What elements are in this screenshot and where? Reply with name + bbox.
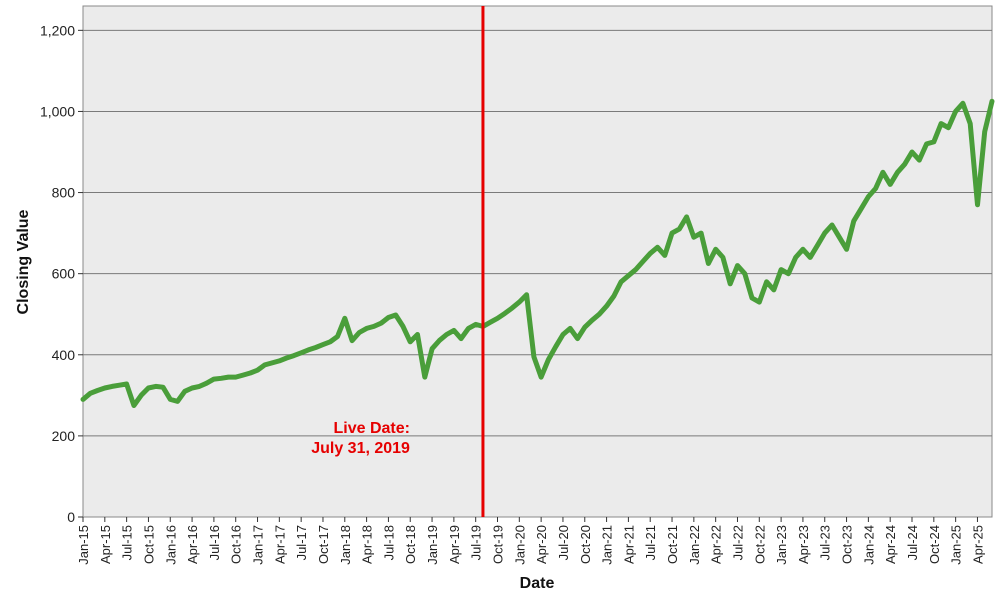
x-tick-label: Apr-17 (272, 525, 287, 564)
x-tick-label: Jan-17 (251, 525, 266, 565)
x-tick-label: Jul-21 (643, 525, 658, 560)
gridlines (83, 29, 992, 437)
plot-area-background (82, 5, 993, 518)
x-tick-label: Apr-25 (970, 525, 985, 564)
x-tick-label: Jul-22 (730, 525, 745, 560)
x-tick-label: Oct-15 (141, 525, 156, 564)
x-tick-label: Oct-21 (665, 525, 680, 564)
x-tick-label: Jan-18 (338, 525, 353, 565)
x-tick-label: Jul-16 (207, 525, 222, 560)
live-date-annotation-label: Live Date: (333, 420, 409, 437)
x-tick-label: Oct-19 (491, 525, 506, 564)
x-tick-label: Apr-15 (98, 525, 113, 564)
x-tick-label: Jul-15 (120, 525, 135, 560)
x-tick-label: Jul-23 (818, 525, 833, 560)
x-tick-label: Apr-20 (534, 525, 549, 564)
x-tick-label: Jan-25 (949, 525, 964, 565)
x-tick-label: Jul-18 (381, 525, 396, 560)
x-tick-label: Apr-18 (360, 525, 375, 564)
x-tick-label: Oct-16 (229, 525, 244, 564)
x-tick-label: Jan-20 (512, 525, 527, 565)
x-tick-label: Jan-21 (600, 525, 615, 565)
live-date-annotation-date: July 31, 2019 (311, 440, 410, 457)
x-tick-label: Jul-24 (905, 525, 920, 560)
x-tick-label: Jul-17 (294, 525, 309, 560)
x-tick-label: Oct-20 (578, 525, 593, 564)
y-tick-label: 400 (52, 347, 76, 363)
y-axis-ticks: 0 200 400 600 800 1,000 1,200 (40, 22, 83, 525)
x-tick-label: Oct-23 (840, 525, 855, 564)
y-tick-label: 600 (52, 266, 76, 282)
x-tick-label: Jan-23 (774, 525, 789, 565)
x-tick-label: Jan-24 (861, 525, 876, 565)
x-tick-label: Jan-19 (425, 525, 440, 565)
x-tick-label: Jan-22 (687, 525, 702, 565)
y-tick-label: 200 (52, 428, 76, 444)
x-tick-label: Apr-22 (709, 525, 724, 564)
x-tick-label: Jul-19 (469, 525, 484, 560)
x-tick-label: Jul-20 (556, 525, 571, 560)
y-tick-label: 800 (52, 185, 76, 201)
x-axis-title: Date (520, 575, 555, 592)
x-tick-label: Oct-22 (752, 525, 767, 564)
x-tick-label: Oct-17 (316, 525, 331, 564)
x-tick-label: Jan-15 (76, 525, 91, 565)
x-tick-label: Jan-16 (163, 525, 178, 565)
x-tick-label: Apr-16 (185, 525, 200, 564)
x-tick-label: Oct-18 (403, 525, 418, 564)
y-axis-title: Closing Value (15, 209, 32, 314)
x-tick-label: Oct-24 (927, 525, 942, 564)
series-line (80, 98, 995, 408)
y-tick-label: 0 (67, 509, 75, 525)
x-axis-ticks: Jan-15 Apr-15 Jul-15 Oct-15 Jan-16 Apr-16 Jul-… (76, 517, 985, 565)
x-tick-label: Apr-23 (796, 525, 811, 564)
x-tick-label: Apr-21 (621, 525, 636, 564)
y-tick-label: 1,000 (40, 103, 75, 119)
y-tick-label: 1,200 (40, 22, 75, 38)
x-tick-label: Apr-19 (447, 525, 462, 564)
x-tick-label: Apr-24 (883, 525, 898, 564)
